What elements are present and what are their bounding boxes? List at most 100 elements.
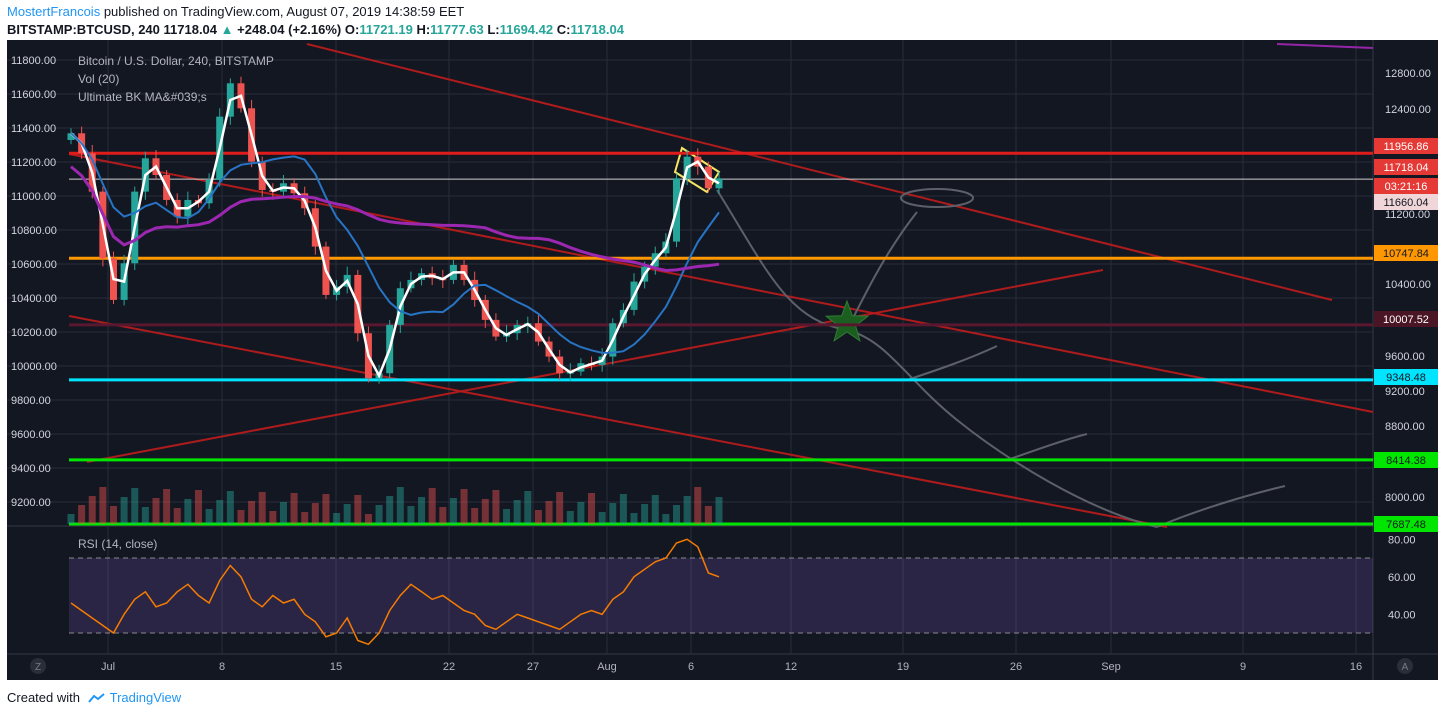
publisher-line: MostertFrancois published on TradingView… [7, 4, 464, 19]
chart-background [7, 40, 1438, 680]
chart-canvas[interactable]: 11800.00 11600.00 11400.00 11200.00 11000.00… [7, 40, 1438, 680]
right-y-tick-label: 12800.00 [1385, 68, 1431, 80]
volume-bar [141, 507, 149, 524]
trend-line [68, 315, 1168, 528]
price-tag-label: 11660.04 [1383, 197, 1428, 209]
volume-bar [226, 491, 234, 524]
volume-bar [630, 513, 638, 524]
volume-bar [641, 504, 649, 524]
volume-bar [152, 498, 160, 524]
close-value: 11718.04 [570, 22, 624, 37]
volume-bar [704, 506, 712, 524]
price-tag-label: 10007.52 [1383, 314, 1429, 326]
rsi-band [69, 558, 1373, 633]
x-tick-label: 6 [688, 661, 694, 673]
left-y-tick-label: 10800.00 [11, 225, 57, 237]
price-tag [1374, 138, 1438, 154]
x-tick-label: 8 [219, 661, 225, 673]
volume-bar [534, 510, 542, 524]
trend-line [1276, 43, 1374, 49]
volume-bar [609, 503, 617, 524]
left-y-tick-label: 11200.00 [11, 157, 56, 169]
last-price: 11718.04 [163, 22, 218, 37]
volume-bar [173, 508, 181, 524]
legend-rsi: RSI (14, close) [78, 537, 158, 551]
volume-bar [386, 496, 394, 524]
right-y-tick-label: 12400.00 [1385, 104, 1431, 116]
legend-main: Bitcoin / U.S. Dollar, 240, BITSTAMP [78, 54, 274, 68]
open-label: O: [344, 22, 360, 37]
x-tick-label: 22 [443, 661, 455, 673]
volume-bar [99, 487, 107, 524]
volume-bar [694, 487, 702, 524]
price-tag [1374, 452, 1438, 468]
left-y-tick-label: 11800.00 [11, 55, 56, 67]
zoom-icon[interactable] [30, 658, 46, 674]
open-value: 11721.19 [359, 22, 413, 37]
tradingview-brand[interactable]: TradingView [109, 690, 182, 705]
price-tag-label: 8414.38 [1386, 455, 1426, 467]
created-with-text: Created with [7, 690, 80, 705]
ma-fast-line [70, 94, 720, 379]
volume-bar [545, 501, 553, 524]
volume-bar [78, 505, 86, 524]
volume-bar [375, 505, 383, 524]
left-y-tick-label: 9600.00 [11, 429, 51, 441]
volume-bar [184, 499, 192, 524]
low-label: L: [487, 22, 500, 37]
volume-bar [673, 505, 681, 524]
x-tick-label: 19 [897, 661, 909, 673]
left-y-tick-label: 9200.00 [11, 497, 51, 509]
ma-slow-line [70, 165, 720, 273]
left-y-tick-label: 11400.00 [11, 123, 56, 135]
volume-bar [577, 502, 585, 524]
star-icon [824, 299, 870, 342]
x-tick-label: 16 [1350, 661, 1362, 673]
volume-bar [311, 503, 319, 524]
volume-bar [205, 509, 213, 524]
left-y-tick-label: 9800.00 [11, 395, 51, 407]
volume-bar [428, 488, 436, 524]
volume-bar [407, 506, 415, 524]
price-tag [1374, 245, 1438, 261]
volume-bar [481, 499, 489, 524]
projection-arrow [1156, 485, 1286, 528]
left-y-tick-label: 10200.00 [11, 327, 57, 339]
left-y-tick-label: 10000.00 [11, 361, 57, 373]
x-tick-label: 15 [330, 661, 342, 673]
volume-bar [67, 514, 75, 524]
x-tick-label: Sep [1101, 661, 1121, 673]
auto-scale-icon[interactable] [1397, 658, 1413, 674]
change-arrow-icon: ▲ [220, 22, 234, 37]
left-y-tick-label: 10400.00 [11, 293, 57, 305]
x-tick-label: Jul [101, 661, 115, 673]
left-y-tick-label: 10600.00 [11, 259, 57, 271]
legend-vol: Vol (20) [78, 72, 120, 86]
x-tick-label: 26 [1010, 661, 1022, 673]
author-link[interactable]: MostertFrancois [7, 4, 101, 19]
price-tag-label: 7687.48 [1386, 519, 1426, 531]
auto-scale-icon-glyph: A [1402, 662, 1409, 673]
right-y-tick-label: 8000.00 [1385, 492, 1425, 504]
x-tick-label: 12 [785, 661, 797, 673]
volume-bar [343, 504, 351, 524]
volume-bar [237, 510, 245, 524]
rsi-y-tick-label: 60.00 [1388, 572, 1416, 584]
price-tag-label: 9348.48 [1386, 372, 1426, 384]
price-tag [1374, 516, 1438, 532]
price-tag [1374, 159, 1438, 175]
volume-bar [131, 488, 139, 524]
price-tag [1374, 369, 1438, 385]
x-tick-label: 9 [1240, 661, 1246, 673]
right-y-tick-label: 10400.00 [1385, 279, 1431, 291]
volume-bar [258, 492, 266, 524]
projection-loop [900, 188, 974, 208]
volume-bar [248, 501, 256, 524]
ma-mid-line [70, 132, 720, 354]
volume-bar [460, 489, 468, 524]
volume-bar [524, 491, 532, 524]
right-y-tick-label: 9200.00 [1385, 386, 1425, 398]
low-value: 11694.42 [499, 22, 554, 37]
time-axis: Jul 8 15 22 27 Aug 6 12 19 26 Sep 9 16 Z A [30, 658, 1413, 674]
volume-bar [566, 511, 574, 524]
